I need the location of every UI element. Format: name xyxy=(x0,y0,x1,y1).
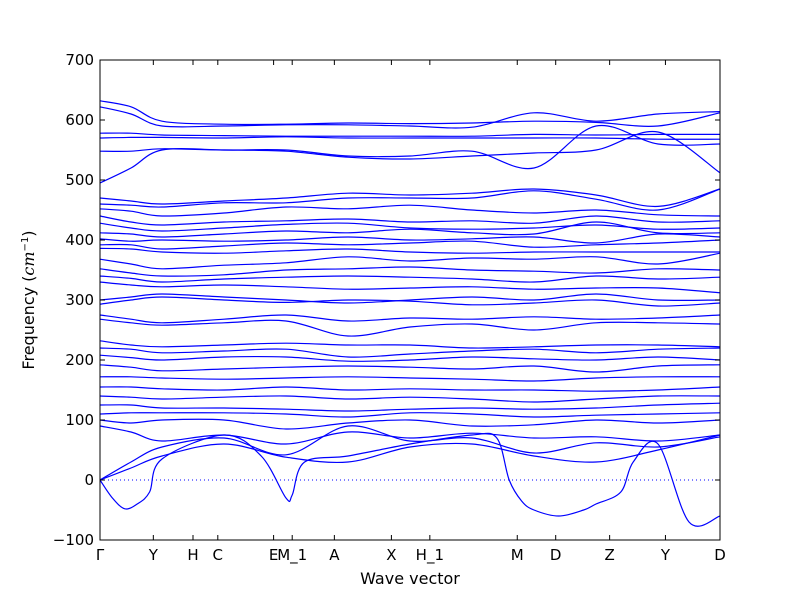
band-line-2 xyxy=(99,106,721,129)
band-line-10 xyxy=(99,215,721,226)
x-tick-label: M_1 xyxy=(277,546,307,565)
y-axis-label-close: ) xyxy=(19,230,38,236)
band-line-14 xyxy=(99,239,721,250)
band-line-1 xyxy=(99,100,721,127)
band-line-20 xyxy=(99,293,721,304)
band-line-18 xyxy=(99,275,721,283)
y-tick-label: −100 xyxy=(53,531,94,549)
band-line-24 xyxy=(99,340,721,349)
band-line-5 xyxy=(99,124,721,170)
y-tick-label: 200 xyxy=(65,351,94,369)
band-line-15 xyxy=(99,247,720,254)
band-line-21 xyxy=(99,296,721,307)
x-tick-label: H xyxy=(187,546,198,564)
x-tick-label: Z xyxy=(604,546,614,564)
band-line-27 xyxy=(99,364,721,373)
x-tick-label: X xyxy=(386,546,396,564)
band-line-8 xyxy=(99,188,721,211)
band-line-36 xyxy=(99,434,721,481)
band-line-9 xyxy=(99,204,721,217)
band-line-16 xyxy=(99,252,721,270)
x-tick-label: A xyxy=(329,546,340,564)
x-axis-label: Wave vector xyxy=(360,569,460,588)
x-tick-label: M xyxy=(511,546,524,564)
y-axis-label-exponent: −1 xyxy=(20,237,31,252)
band-line-34 xyxy=(99,425,721,445)
y-tick-label: 100 xyxy=(65,411,94,429)
x-tick-label: D xyxy=(550,546,562,564)
y-axis-label: Frequency (cm−1) xyxy=(19,230,38,369)
band-line-33 xyxy=(99,418,721,430)
band-line-17 xyxy=(99,266,721,277)
y-axis-ticks: −100 0 100 200 300 400 500 600 700 xyxy=(53,51,720,549)
y-tick-label: 600 xyxy=(65,111,94,129)
x-tick-label: H_1 xyxy=(416,546,444,565)
band-line-11 xyxy=(99,222,721,232)
x-tick-label: Y xyxy=(148,546,159,564)
band-line-28 xyxy=(99,376,721,382)
band-line-35 xyxy=(99,425,721,481)
band-line-22 xyxy=(99,314,721,324)
y-tick-label: 700 xyxy=(65,51,94,69)
band-lines xyxy=(99,100,721,527)
band-line-37 xyxy=(99,432,721,527)
band-line-26 xyxy=(99,354,721,362)
band-line-23 xyxy=(99,318,721,337)
x-tick-label: Γ xyxy=(96,546,105,564)
band-line-29 xyxy=(99,386,721,392)
band-line-4 xyxy=(99,136,721,140)
y-tick-label: 0 xyxy=(84,471,94,489)
x-axis-ticks: Γ Y H C EM_1 A X H_1 M D Z Y D xyxy=(96,60,726,565)
y-tick-label: 300 xyxy=(65,291,94,309)
y-axis-label-unit: cm xyxy=(19,251,38,275)
band-line-31 xyxy=(99,402,721,412)
band-line-30 xyxy=(99,395,721,403)
band-line-13 xyxy=(99,233,721,244)
x-tick-label: C xyxy=(213,546,223,564)
x-tick-label: Y xyxy=(660,546,671,564)
y-tick-label: 500 xyxy=(65,171,94,189)
band-line-12 xyxy=(99,221,721,238)
x-tick-label: D xyxy=(714,546,726,564)
band-line-6 xyxy=(99,130,721,184)
band-line-19 xyxy=(99,281,721,294)
x-tick-label: E xyxy=(269,546,278,564)
band-line-3 xyxy=(99,132,721,137)
y-axis-label-text: Frequency ( xyxy=(19,276,38,370)
band-line-7 xyxy=(99,188,721,208)
y-tick-label: 400 xyxy=(65,231,94,249)
band-line-32 xyxy=(99,412,721,418)
band-line-25 xyxy=(99,347,721,358)
